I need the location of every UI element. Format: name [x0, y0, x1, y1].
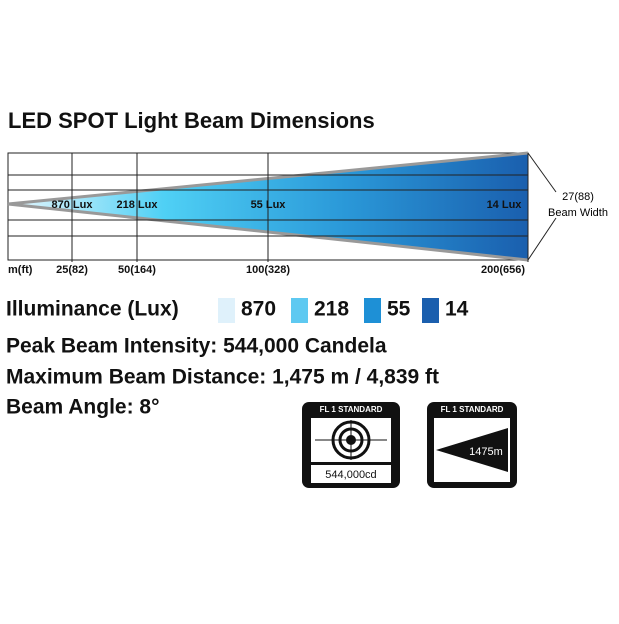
distance-label: m(ft) — [8, 264, 33, 276]
badge-intensity: FL 1 STANDARD 544,000cd — [302, 402, 400, 488]
spec-line: Peak Beam Intensity: 544,000 Candela — [6, 335, 387, 358]
badge-value: 1475m — [469, 446, 503, 458]
legend-title: Illuminance (Lux) — [6, 298, 179, 321]
lux-label: 870 Lux — [52, 199, 94, 211]
distance-label: 25(82) — [56, 264, 88, 276]
lux-label: 14 Lux — [487, 199, 523, 211]
badge-header: FL 1 STANDARD — [441, 405, 504, 414]
beam-diagram: 870 Lux 218 Lux 55 Lux 14 Lux m(ft) 25(8… — [7, 151, 608, 276]
title: LED SPOT Light Beam Dimensions — [8, 108, 375, 133]
legend-swatch — [291, 298, 308, 323]
width-label: Beam Width — [548, 207, 608, 219]
legend-label: 14 — [445, 298, 469, 321]
width-value: 27(88) — [562, 191, 594, 203]
lux-label: 218 Lux — [117, 199, 159, 211]
lux-label: 55 Lux — [251, 199, 287, 211]
distance-label: 200(656) — [481, 264, 525, 276]
legend-label: 870 — [241, 298, 276, 321]
badge-distance: FL 1 STANDARD 1475m — [427, 402, 517, 488]
distance-label: 100(328) — [246, 264, 290, 276]
spec-line: Maximum Beam Distance: 1,475 m / 4,839 f… — [6, 366, 439, 389]
badge-header: FL 1 STANDARD — [320, 405, 383, 414]
distance-label: 50(164) — [118, 264, 156, 276]
badge-value: 544,000cd — [325, 469, 376, 481]
spec-line: Beam Angle: 8° — [6, 396, 160, 419]
legend: Illuminance (Lux) 870 218 55 14 — [6, 298, 469, 323]
legend-label: 55 — [387, 298, 411, 321]
legend-label: 218 — [314, 298, 349, 321]
legend-swatch — [422, 298, 439, 323]
legend-swatch — [364, 298, 381, 323]
legend-swatch — [218, 298, 235, 323]
